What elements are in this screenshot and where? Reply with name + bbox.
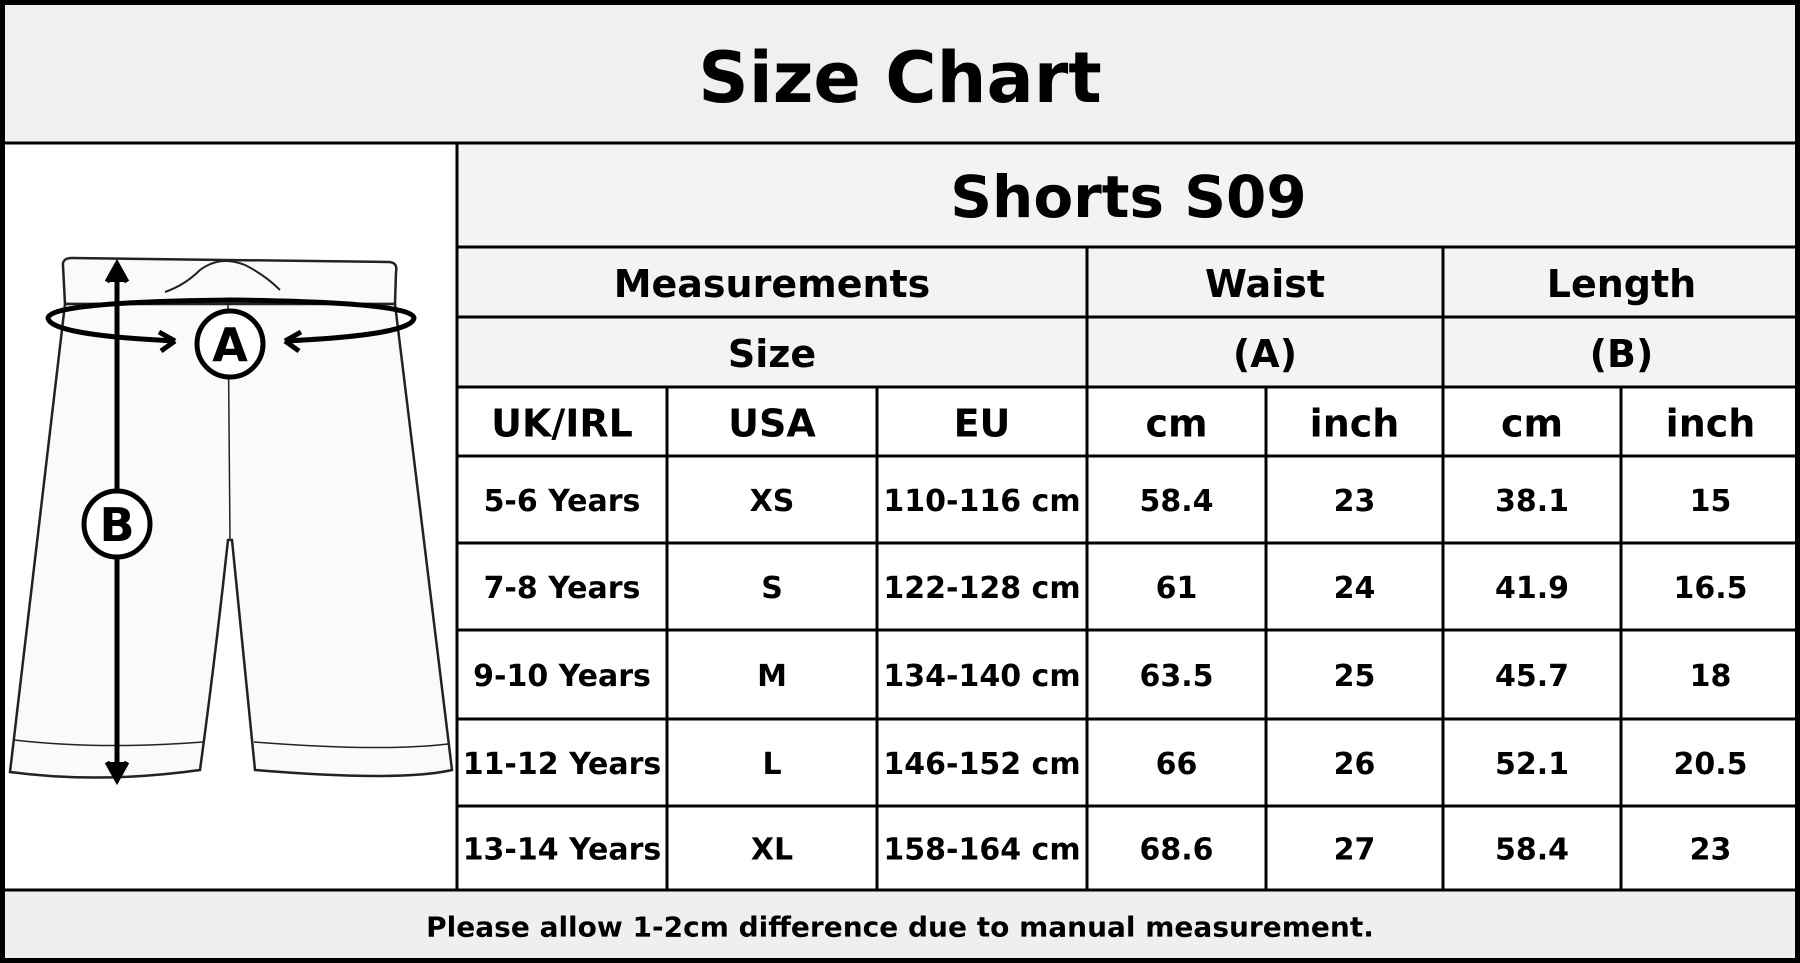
- table-title: Shorts S09: [950, 163, 1306, 231]
- shorts-illustration: [8, 256, 454, 779]
- cell: 45.7: [1495, 659, 1569, 694]
- cell: 7-8 Years: [484, 571, 641, 606]
- footer-band: [0, 890, 1800, 963]
- cell: 27: [1334, 833, 1376, 868]
- group-header: Waist: [1205, 262, 1325, 306]
- measure-guides: [45, 258, 417, 786]
- column-header: cm: [1145, 402, 1207, 446]
- footer-note: Please allow 1-2cm difference due to man…: [426, 911, 1374, 944]
- cell: 23: [1690, 833, 1732, 868]
- cell: 146-152 cm: [883, 747, 1080, 782]
- cell: 134-140 cm: [883, 659, 1080, 694]
- cell: S: [761, 571, 783, 606]
- cell: XL: [751, 833, 793, 868]
- cell: 61: [1156, 571, 1198, 606]
- column-header: UK/IRL: [491, 402, 633, 446]
- cell: 18: [1690, 659, 1732, 694]
- cell: XS: [750, 484, 795, 519]
- cell: 13-14 Years: [463, 833, 662, 868]
- column-header: EU: [954, 402, 1011, 446]
- cell: 158-164 cm: [883, 833, 1080, 868]
- cell: 5-6 Years: [484, 484, 641, 519]
- cell: 9-10 Years: [473, 659, 651, 694]
- column-header: inch: [1666, 402, 1756, 446]
- cell: L: [762, 747, 781, 782]
- title: Size Chart: [698, 37, 1101, 119]
- measure-label-a: A: [212, 318, 248, 372]
- column-header: inch: [1310, 402, 1400, 446]
- group-header: Measurements: [614, 262, 931, 306]
- group-subheader: (A): [1233, 332, 1297, 376]
- cell: 15: [1690, 484, 1732, 519]
- cell: 16.5: [1673, 571, 1747, 606]
- cell: 58.4: [1495, 833, 1569, 868]
- cell: 110-116 cm: [883, 484, 1080, 519]
- cell: 38.1: [1495, 484, 1569, 519]
- cell: 23: [1334, 484, 1376, 519]
- cell: 122-128 cm: [883, 571, 1080, 606]
- cell: 11-12 Years: [463, 747, 662, 782]
- cell: 25: [1334, 659, 1376, 694]
- cell: 20.5: [1673, 747, 1747, 782]
- group-subheader: Size: [728, 332, 816, 376]
- cell: 41.9: [1495, 571, 1569, 606]
- group-subheader: (B): [1590, 332, 1654, 376]
- cell: 68.6: [1139, 833, 1213, 868]
- cell: 66: [1156, 747, 1198, 782]
- cell: 58.4: [1139, 484, 1213, 519]
- column-header: USA: [728, 402, 816, 446]
- group-header: Length: [1547, 262, 1696, 306]
- measure-label-b: B: [99, 498, 134, 552]
- cell: 63.5: [1139, 659, 1213, 694]
- title-band: [0, 0, 1800, 143]
- column-header: cm: [1501, 402, 1563, 446]
- header-band: [457, 143, 1800, 387]
- cell: 26: [1334, 747, 1376, 782]
- cell: 24: [1334, 571, 1376, 606]
- cell: M: [757, 659, 787, 694]
- cell: 52.1: [1495, 747, 1569, 782]
